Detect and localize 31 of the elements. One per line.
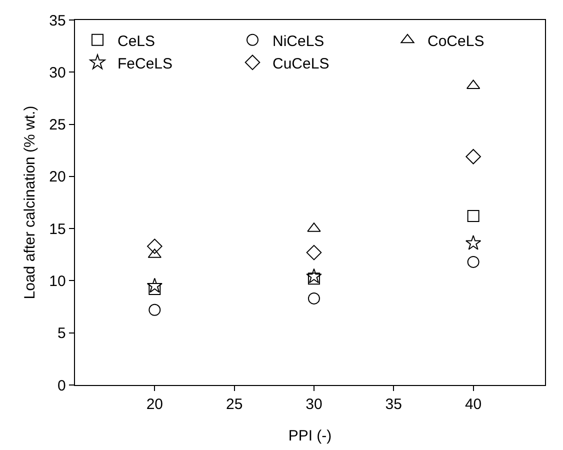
point <box>467 256 480 268</box>
point <box>308 292 320 304</box>
point <box>306 244 322 260</box>
point <box>465 234 482 250</box>
point <box>306 268 322 284</box>
legend-label: CoCeLS <box>428 32 484 50</box>
legend-label: CeLS <box>118 32 156 50</box>
y-tick-label: 15 <box>49 220 66 238</box>
legend-label: CuCeLS <box>272 55 330 72</box>
y-tick-label: 10 <box>49 272 66 290</box>
x-tick-label: 25 <box>226 396 243 414</box>
point <box>146 278 162 293</box>
y-tick-label: 35 <box>49 12 66 30</box>
y-tick-label: 0 <box>58 377 66 394</box>
legend-label: NiCeLS <box>272 32 324 50</box>
y-tick-label: 25 <box>49 116 66 134</box>
point <box>467 210 480 222</box>
x-tick-label: 20 <box>146 396 164 414</box>
point <box>148 283 161 296</box>
x-tick-label: 30 <box>306 396 322 414</box>
y-axis-title: Load after calcination (% wt.) <box>22 106 39 300</box>
x-axis-title: PPI (-) <box>288 427 332 444</box>
x-tick-label: 35 <box>385 396 402 414</box>
y-tick-label: 30 <box>49 64 66 82</box>
legend-label: FeCeLS <box>118 55 173 72</box>
point <box>466 148 481 164</box>
y-tick-label: 20 <box>49 168 66 186</box>
x-tick-label: 40 <box>464 396 482 414</box>
point <box>148 304 161 316</box>
y-tick-label: 5 <box>58 325 66 342</box>
point <box>147 238 162 254</box>
